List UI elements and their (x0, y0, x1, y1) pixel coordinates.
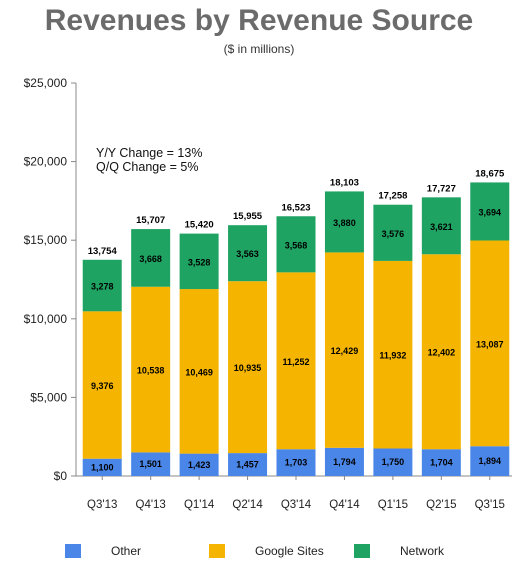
bar-value-label: 9,376 (91, 381, 114, 391)
bar-value-label: 3,621 (430, 222, 453, 232)
bar-segment (228, 453, 268, 476)
bar-total-label: 13,754 (88, 246, 118, 257)
bar-value-label: 12,429 (331, 346, 359, 356)
bar-value-label: 1,100 (91, 462, 114, 472)
legend-swatch-network (354, 544, 370, 558)
bar-value-label: 11,932 (379, 351, 406, 361)
yoy-change-annotation: Y/Y Change = 13% (96, 146, 203, 160)
bar-value-label: 1,794 (333, 457, 356, 467)
bar-value-label: 3,576 (382, 229, 405, 239)
bar-segment (276, 449, 316, 476)
bar-total-label: 15,955 (233, 211, 263, 222)
bar-value-label: 3,528 (188, 257, 211, 267)
bar-value-label: 3,668 (139, 254, 162, 264)
qoq-change-annotation: Q/Q Change = 5% (96, 160, 199, 174)
bar-total-label: 16,523 (281, 202, 310, 213)
bar-total-label: 17,258 (378, 191, 407, 202)
bar-segment (179, 453, 219, 476)
bar-value-label: 10,538 (137, 366, 165, 376)
x-tick-label: Q1'15 (378, 499, 408, 511)
bar-segment (470, 182, 510, 241)
bar-value-label: 3,880 (333, 218, 356, 228)
bar-segment (228, 225, 268, 282)
bar-value-label: 3,563 (236, 249, 259, 259)
x-tick-label: Q1'14 (184, 499, 215, 511)
bar-total-label: 15,707 (136, 215, 165, 226)
bar-value-label: 1,750 (382, 457, 405, 467)
bar-value-label: 3,694 (479, 207, 502, 217)
x-tick-label: Q4'14 (329, 499, 360, 511)
y-tick-label: $0 (54, 469, 68, 483)
bar-value-label: 10,469 (185, 367, 213, 377)
bar-value-label: 10,935 (234, 363, 262, 373)
bar-segment (276, 216, 316, 273)
bar-value-label: 3,568 (285, 240, 308, 250)
x-tick-label: Q3'14 (281, 499, 312, 511)
x-tick-label: Q2'14 (232, 499, 263, 511)
bar-segment (373, 260, 413, 449)
bar-segment (324, 191, 364, 253)
bar-value-label: 1,703 (285, 458, 308, 468)
x-tick-label: Q3'13 (87, 499, 117, 511)
legend-swatch-google-sites (209, 544, 225, 558)
bar-value-label: 1,457 (236, 460, 259, 470)
bar-value-label: 12,402 (428, 348, 456, 358)
bar-segment (276, 272, 316, 450)
bar-value-label: 13,087 (476, 339, 504, 349)
bar-segment (324, 447, 364, 476)
bar-segment (131, 286, 171, 453)
legend-label-google-sites: Google Sites (255, 544, 324, 558)
bar-segment (228, 281, 268, 454)
bar-segment (82, 311, 122, 459)
legend-label-network: Network (400, 544, 445, 558)
bar-segment (82, 259, 122, 312)
bar-total-label: 18,103 (330, 177, 359, 188)
bar-value-label: 11,252 (282, 357, 309, 367)
legend-swatch-other (65, 544, 81, 558)
bar-segment (179, 289, 219, 454)
bar-value-label: 1,894 (479, 456, 502, 466)
chart-subtitle: ($ in millions) (223, 42, 295, 56)
chart-title: Revenues by Revenue Source (44, 4, 474, 37)
bar-segment (82, 458, 122, 476)
bar-segment (373, 204, 413, 261)
bar-value-label: 1,704 (430, 458, 453, 468)
legend-label-other: Other (111, 544, 142, 558)
bar-segment (421, 254, 461, 450)
bar-total-label: 15,420 (185, 220, 214, 231)
bar-segment (131, 229, 171, 287)
x-tick-label: Q2'15 (426, 499, 456, 511)
y-tick-label: $5,000 (30, 390, 67, 404)
bar-value-label: 1,423 (188, 460, 211, 470)
bar-total-label: 18,675 (475, 168, 505, 179)
y-tick-label: $10,000 (24, 312, 68, 326)
y-tick-label: $25,000 (24, 76, 68, 90)
bar-segment (421, 449, 461, 476)
y-tick-label: $20,000 (24, 155, 68, 169)
bar-value-label: 3,278 (91, 282, 114, 292)
bar-segment (131, 452, 171, 476)
x-tick-label: Q4'13 (136, 499, 166, 511)
bar-value-label: 1,501 (139, 459, 162, 469)
bar-segment (324, 252, 364, 448)
bar-segment (470, 446, 510, 476)
y-tick-label: $15,000 (24, 233, 68, 247)
bar-total-label: 17,727 (427, 183, 456, 194)
bar-segment (373, 448, 413, 476)
bar-segment (179, 233, 219, 290)
x-tick-label: Q3'15 (475, 499, 505, 511)
bar-segment (470, 240, 510, 447)
bar-segment (421, 197, 461, 255)
